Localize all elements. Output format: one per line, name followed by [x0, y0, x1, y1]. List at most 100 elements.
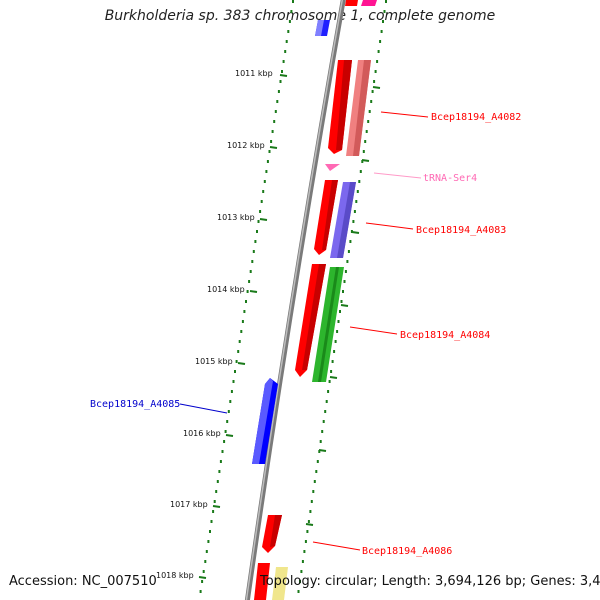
track-dot: [350, 230, 353, 233]
label-leader-line: [365, 222, 414, 230]
track-dot: [382, 20, 384, 23]
track-dot: [265, 170, 268, 173]
gene-feature-yellow-bottom: [272, 567, 288, 600]
track-dot: [248, 280, 251, 283]
track-dot: [343, 280, 346, 283]
track-dot: [229, 400, 232, 403]
tick-mark: [269, 146, 278, 149]
track-dot: [337, 320, 340, 323]
label-leader-line: [312, 541, 361, 551]
track-dot: [262, 190, 265, 193]
track-dot: [213, 500, 216, 503]
track-dot: [330, 370, 333, 373]
tick-mark: [237, 362, 246, 365]
track-dot: [212, 510, 215, 513]
track-dot: [204, 560, 207, 563]
trna-ser4-feature: [325, 164, 340, 171]
gene-feature-blue-top-light: [315, 20, 324, 36]
track-dot: [380, 30, 383, 33]
track-dot: [356, 190, 359, 193]
track-dot: [230, 390, 233, 393]
track-dot: [336, 330, 339, 333]
track-dot: [318, 450, 321, 453]
tick-mark: [212, 505, 221, 508]
track-dot: [215, 490, 218, 493]
track-dot: [365, 130, 368, 133]
track-dot: [303, 550, 306, 553]
track-dot: [321, 430, 324, 433]
track-dot: [281, 70, 283, 73]
track-dot: [270, 140, 273, 143]
track-dot: [218, 470, 221, 473]
track-dot: [249, 270, 252, 273]
track-dot: [316, 460, 319, 463]
tick-label: 1014 kbp: [207, 285, 245, 294]
track-dot: [342, 290, 344, 293]
track-dot: [346, 260, 349, 263]
label-leader-line: [179, 403, 228, 414]
tick-mark: [225, 434, 234, 437]
track-dot: [367, 120, 370, 123]
track-dot: [370, 100, 373, 103]
gene-label-a4086[interactable]: Bcep18194_A4086: [362, 546, 452, 557]
track-dot: [251, 260, 254, 263]
tick-mark: [351, 231, 360, 234]
tick-label: 1017 kbp: [170, 500, 208, 509]
gene-feature-red-bottom: [254, 563, 270, 600]
track-dot: [245, 300, 247, 303]
track-dot: [290, 10, 293, 13]
track-dot: [344, 270, 347, 273]
gene-feature-red-a4084-left-shade: [302, 264, 326, 370]
track-dot: [240, 330, 243, 333]
track-dot: [340, 300, 343, 303]
gene-feature-magenta-top: [361, 0, 377, 6]
forward-strand-dotted-track: [297, 0, 387, 593]
track-dot: [285, 40, 288, 43]
gene-label-a4084[interactable]: Bcep18194_A4084: [400, 330, 490, 341]
gene-label-a4083[interactable]: Bcep18194_A4083: [416, 225, 506, 236]
track-dot: [368, 110, 371, 113]
map-title: Burkholderia sp. 383 chromosome 1, compl…: [104, 8, 496, 24]
track-dot: [319, 440, 322, 443]
track-dot: [277, 90, 280, 93]
track-dot: [238, 340, 241, 343]
track-dot: [284, 50, 287, 53]
tick-mark: [259, 218, 268, 221]
label-leader-line: [373, 172, 422, 179]
track-dot: [383, 10, 386, 13]
track-dot: [297, 590, 300, 593]
track-dot: [201, 580, 204, 583]
track-dot: [334, 340, 337, 343]
track-dot: [227, 410, 230, 413]
track-dot: [361, 160, 364, 163]
label-leader-line: [349, 326, 398, 335]
track-dot: [235, 360, 238, 363]
track-dot: [358, 180, 361, 183]
track-dot: [364, 140, 367, 143]
gene-label-trna-ser4[interactable]: tRNA-Ser4: [423, 173, 477, 184]
track-dot: [288, 20, 291, 23]
tick-mark: [340, 304, 349, 307]
track-dot: [325, 400, 328, 403]
track-dot: [307, 520, 310, 523]
track-dot: [271, 130, 274, 133]
track-dot: [328, 380, 331, 383]
gene-label-a4082[interactable]: Bcep18194_A4082: [431, 112, 521, 123]
track-dot: [223, 440, 226, 443]
track-dot: [292, 0, 294, 3]
track-dot: [376, 60, 379, 63]
track-dot: [199, 590, 202, 593]
track-dot: [362, 150, 365, 153]
track-dot: [371, 90, 374, 93]
track-dot: [304, 540, 307, 543]
gene-label-a4085[interactable]: Bcep18194_A4085: [90, 399, 180, 410]
gene-feature-red-a4083-left-shade: [322, 180, 338, 250]
tick-mark: [329, 376, 338, 379]
track-dot: [263, 180, 266, 183]
label-leader-line: [380, 111, 429, 118]
track-dot: [379, 40, 382, 43]
tick-label: 1011 kbp: [235, 69, 273, 78]
track-dot: [333, 350, 336, 353]
reverse-strand-dotted-track: [199, 0, 294, 593]
track-dot: [274, 110, 277, 113]
